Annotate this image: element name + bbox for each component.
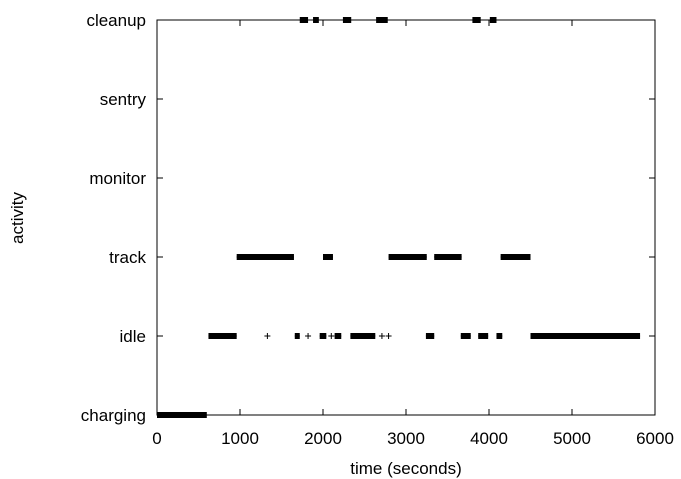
segment-track [500,254,531,260]
segment-idle [350,333,376,339]
plot-frame [156,19,656,416]
segment-track [236,254,294,260]
segment-idle [496,333,503,339]
segment-idle [319,333,327,339]
point-idle [328,333,335,339]
segment-idle [460,333,471,339]
segment-idle [208,333,237,339]
segment-cleanup [313,17,319,23]
y-tick-label-charging: charging [81,406,146,425]
y-tick-label-monitor: monitor [89,169,146,188]
segment-track [323,254,333,260]
x-tick-label: 3000 [387,429,425,448]
segment-idle [334,333,342,339]
x-tick-label: 5000 [553,429,591,448]
point-idle [385,333,392,339]
y-axis-title: activity [8,192,27,244]
segment-idle [478,333,489,339]
segment-cleanup [299,17,309,23]
point-idle [264,333,271,339]
x-axis: 0 1000 2000 3000 4000 5000 6000 [152,20,674,448]
y-tick-label-sentry: sentry [100,90,147,109]
segment-track [388,254,427,260]
x-tick-label: 6000 [636,429,674,448]
y-tick-label-idle: idle [120,327,146,346]
data-marks [157,17,641,418]
point-idle [305,333,312,339]
y-tick-label-track: track [109,248,146,267]
x-tick-label: 1000 [221,429,259,448]
segment-cleanup [489,17,497,23]
x-tick-label: 0 [152,429,161,448]
segment-cleanup [342,17,352,23]
y-axis: charging idle track monitor sentry cleanup [81,11,655,425]
segment-idle [294,333,300,339]
segment-cleanup [376,17,388,23]
y-tick-label-cleanup: cleanup [86,11,146,30]
segment-idle [425,333,435,339]
x-tick-label: 4000 [470,429,508,448]
x-tick-label: 2000 [304,429,342,448]
segment-track [434,254,462,260]
segment-charging [157,412,207,418]
point-idle [378,333,385,339]
segment-cleanup [472,17,481,23]
segment-idle [530,333,641,339]
x-axis-title: time (seconds) [350,459,461,478]
